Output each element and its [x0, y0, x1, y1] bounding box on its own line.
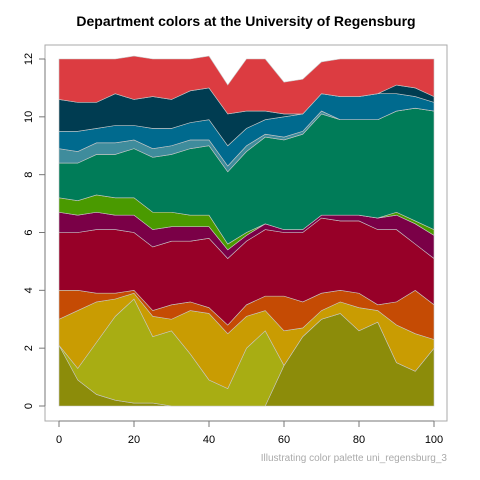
area-band-12 [58, 55, 435, 115]
x-tick-label: 80 [353, 434, 365, 446]
x-tick-label: 100 [425, 434, 443, 446]
caption: Illustrating color palette uni_regensbur… [261, 453, 448, 464]
x-tick-label: 60 [278, 434, 290, 446]
axes: 0 20 40 60 80 100 0 2 4 6 8 10 12 [23, 53, 443, 446]
chart-title: Department colors at the University of R… [76, 13, 415, 29]
area-layers [58, 55, 435, 407]
y-tick-label: 0 [23, 403, 35, 409]
y-tick-label: 6 [23, 229, 35, 235]
y-tick-label: 8 [23, 172, 35, 178]
y-tick-label: 4 [23, 287, 35, 293]
y-tick-label: 12 [23, 53, 35, 65]
y-tick-label: 2 [23, 345, 35, 351]
x-tick-label: 20 [128, 434, 140, 446]
y-tick-label: 10 [23, 111, 35, 123]
x-tick-label: 0 [56, 434, 62, 446]
x-tick-label: 40 [203, 434, 215, 446]
